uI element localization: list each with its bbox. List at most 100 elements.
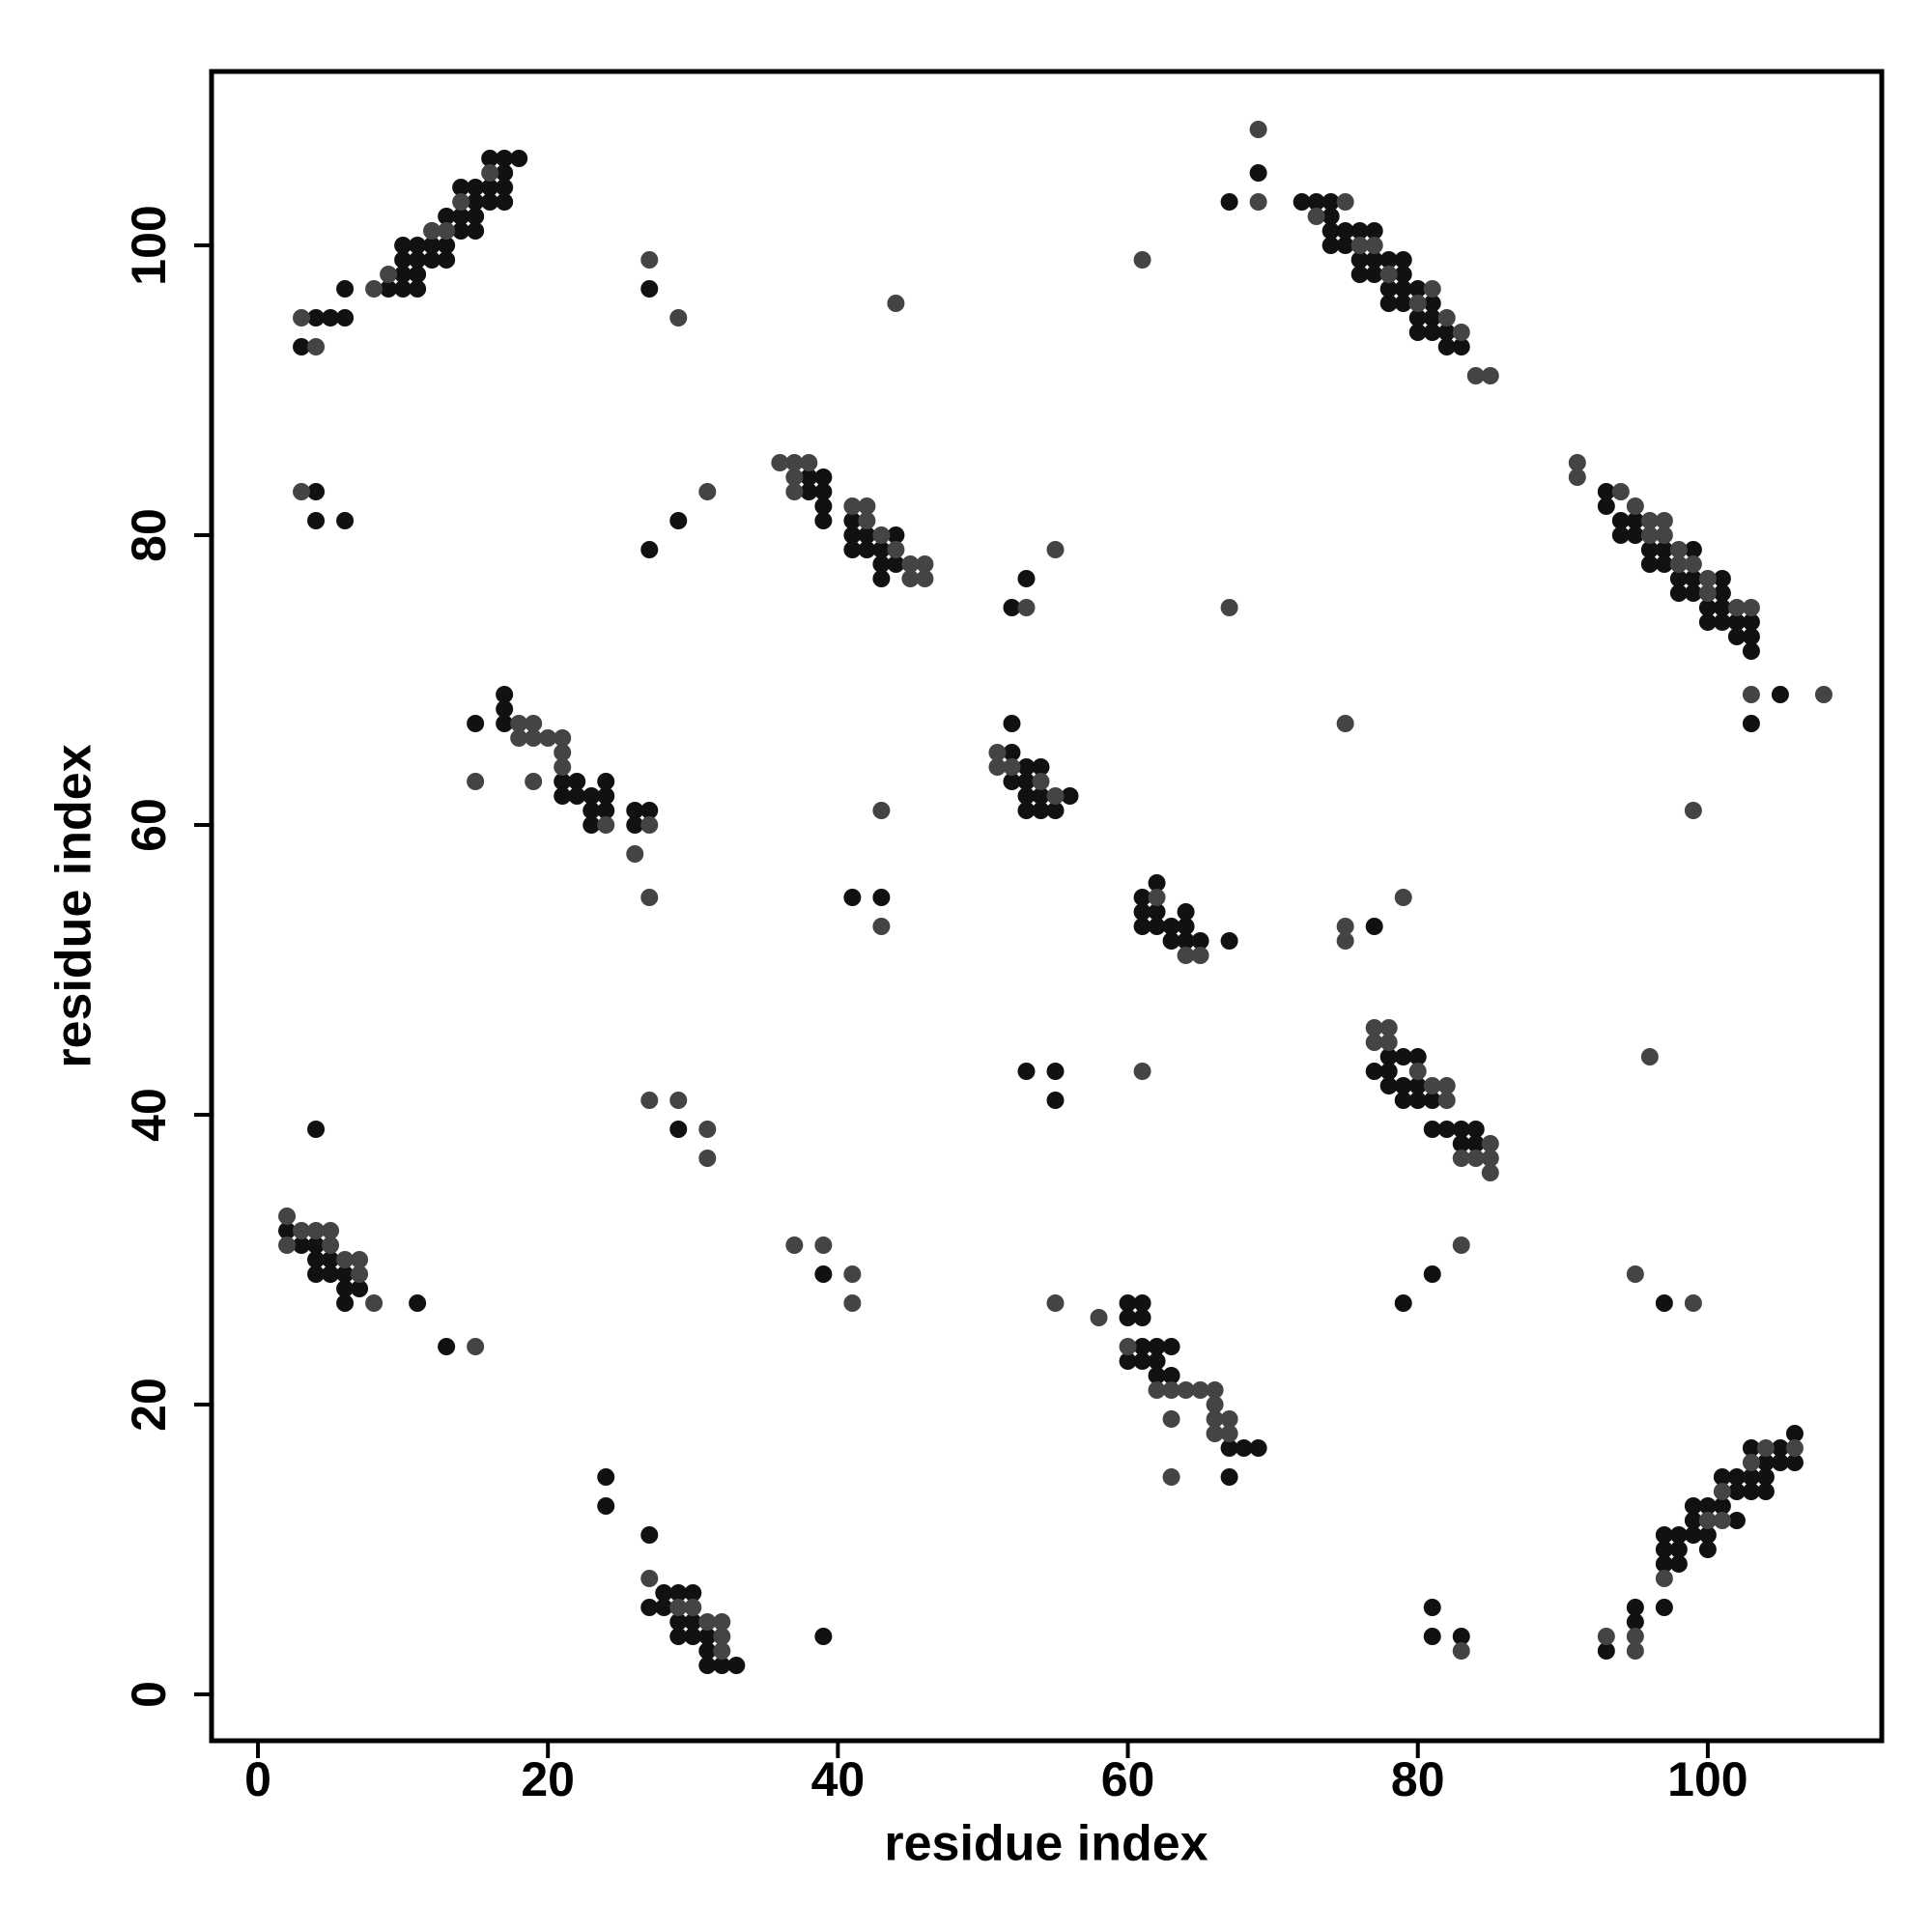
point — [1379, 295, 1398, 312]
point — [1148, 874, 1166, 892]
point — [1321, 222, 1340, 240]
point — [1423, 1628, 1441, 1645]
point — [785, 454, 804, 471]
point — [293, 483, 311, 500]
point — [713, 1657, 731, 1674]
point — [640, 889, 659, 906]
point — [800, 454, 818, 471]
point — [1162, 1381, 1180, 1399]
point — [640, 1092, 659, 1109]
point — [1568, 469, 1586, 486]
point — [438, 222, 456, 240]
point — [1727, 628, 1746, 645]
point — [322, 1222, 340, 1239]
point — [597, 816, 615, 834]
point — [1206, 1396, 1224, 1413]
point — [684, 1599, 702, 1616]
point — [684, 1628, 702, 1645]
point — [1162, 1338, 1180, 1355]
point — [336, 280, 355, 298]
point — [1626, 497, 1644, 515]
point — [872, 541, 891, 558]
point — [1408, 324, 1427, 341]
point — [1148, 903, 1166, 921]
point — [1336, 222, 1354, 240]
point — [496, 686, 514, 703]
point — [1756, 1454, 1775, 1471]
point — [814, 1265, 833, 1283]
point — [336, 1251, 355, 1268]
point — [640, 251, 659, 269]
point — [452, 193, 470, 211]
point — [307, 309, 326, 327]
point — [1452, 1236, 1470, 1254]
point — [1771, 1439, 1789, 1457]
point — [1365, 1063, 1383, 1080]
point — [669, 1613, 688, 1631]
point — [1698, 584, 1717, 602]
point — [872, 526, 891, 544]
point — [1032, 802, 1050, 819]
point — [467, 773, 485, 790]
point — [1626, 1642, 1644, 1660]
point — [1321, 237, 1340, 254]
point — [554, 773, 572, 790]
point — [1061, 787, 1079, 805]
point — [640, 816, 659, 834]
point — [336, 309, 355, 327]
point — [1481, 1135, 1499, 1152]
point — [1177, 1381, 1195, 1399]
point — [1423, 324, 1441, 341]
point — [1684, 1512, 1702, 1529]
point — [525, 773, 543, 790]
point — [597, 802, 615, 819]
point — [640, 280, 659, 298]
point — [1742, 599, 1760, 616]
point — [887, 295, 905, 312]
point — [336, 1265, 355, 1283]
point — [1365, 1019, 1383, 1037]
point — [307, 1222, 326, 1239]
y-tick-label: 100 — [122, 205, 176, 285]
point — [1336, 918, 1354, 935]
point — [1698, 1526, 1717, 1544]
point — [554, 744, 572, 761]
point — [597, 1468, 615, 1486]
point — [336, 1294, 355, 1312]
point — [1466, 1150, 1485, 1167]
point — [1017, 1063, 1036, 1080]
point — [1655, 1526, 1673, 1544]
point — [423, 222, 441, 240]
point — [467, 208, 485, 225]
point — [872, 889, 891, 906]
point — [1046, 1092, 1065, 1109]
point — [1713, 1483, 1731, 1500]
x-tick-label: 80 — [1391, 1752, 1445, 1806]
point — [1148, 889, 1166, 906]
point — [1119, 1338, 1137, 1355]
point — [858, 512, 876, 529]
point — [1626, 512, 1644, 529]
point — [785, 1236, 804, 1254]
point — [1771, 686, 1789, 703]
point — [322, 1236, 340, 1254]
point — [901, 555, 920, 573]
point — [1742, 628, 1760, 645]
point — [1742, 686, 1760, 703]
point — [1003, 744, 1021, 761]
point — [1046, 1063, 1065, 1080]
point — [626, 845, 644, 863]
point — [525, 715, 543, 732]
point — [1046, 1294, 1065, 1312]
point — [1640, 526, 1659, 544]
point — [1597, 1642, 1615, 1660]
point — [1423, 295, 1441, 312]
point — [1408, 1048, 1427, 1065]
point — [278, 1222, 297, 1239]
point — [1684, 541, 1702, 558]
point — [496, 193, 514, 211]
point — [1133, 1352, 1151, 1370]
point — [1220, 1468, 1238, 1486]
point — [1655, 1541, 1673, 1558]
point — [1220, 193, 1238, 211]
